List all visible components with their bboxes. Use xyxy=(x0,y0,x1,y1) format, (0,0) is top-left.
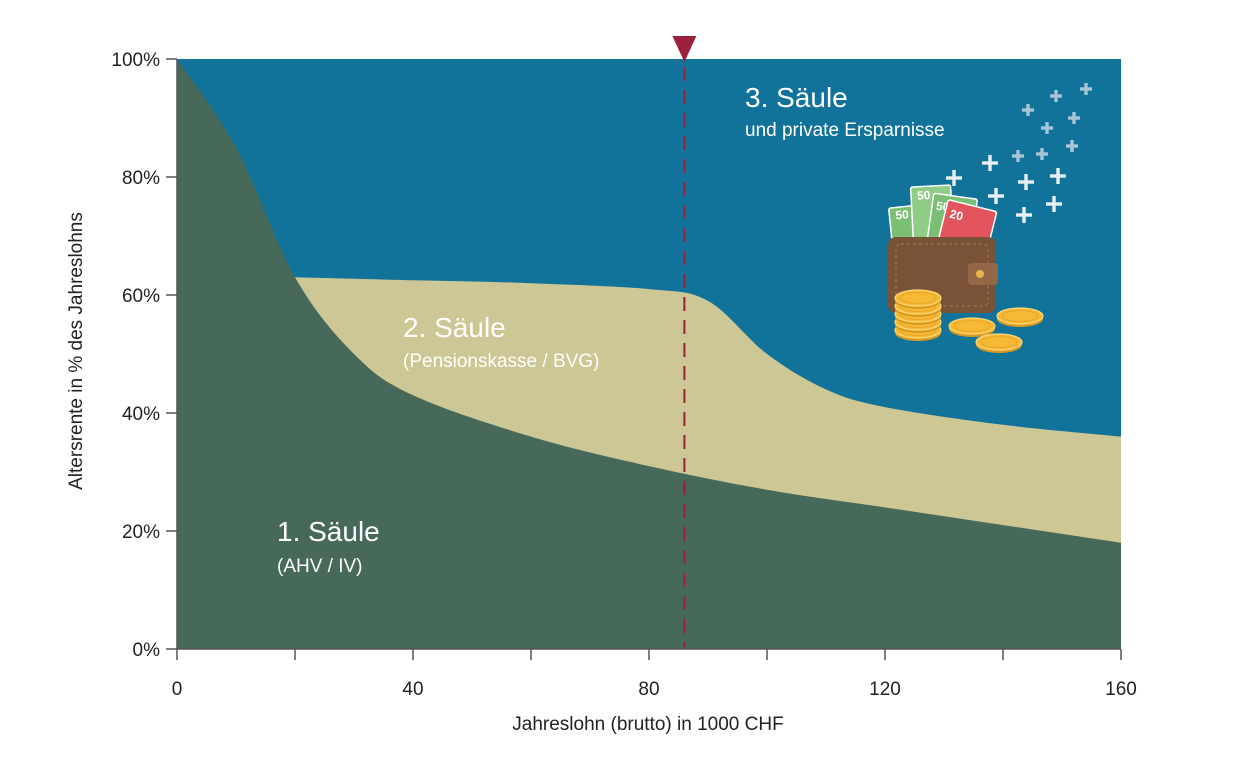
plus-icon xyxy=(1016,207,1032,223)
y-tick-label: 100% xyxy=(111,50,160,71)
plus-icon xyxy=(1036,148,1048,160)
plus-icon xyxy=(1018,174,1034,190)
plus-icon xyxy=(1050,168,1066,184)
plus-icon xyxy=(1046,196,1062,212)
plus-icon xyxy=(1041,122,1053,134)
chart-axes: 0 40 80 120 160 0% 20% 40% 60% 80% 100% Jahreslohn … xyxy=(66,50,1137,735)
coin-icon xyxy=(948,317,996,337)
area-saeule-1 xyxy=(177,59,1121,649)
area-title-saeule-3: 3. Säule xyxy=(745,82,848,113)
area-title-saeule-1: 1. Säule xyxy=(277,516,380,547)
banknote-value: 50 xyxy=(895,207,910,222)
area-title-saeule-2: 2. Säule xyxy=(403,312,506,343)
area-labels: 1. Säule (AHV / IV) 2. Säule (Pensionskasse… xyxy=(277,82,945,577)
y-tick-label: 60% xyxy=(122,286,160,307)
banknote-value: 20 xyxy=(948,207,965,224)
plus-icon xyxy=(982,155,998,171)
area-subtitle-saeule-3: und private Ersparnisse xyxy=(745,120,945,141)
coin-icon xyxy=(975,333,1023,353)
y-tick-label: 40% xyxy=(122,404,160,425)
area-subtitle-saeule-2: (Pensionskasse / BVG) xyxy=(403,351,599,372)
y-tick-label: 80% xyxy=(122,168,160,189)
x-tick-label: 120 xyxy=(869,679,901,700)
x-tick-label: 0 xyxy=(172,679,183,700)
area-subtitle-saeule-1: (AHV / IV) xyxy=(277,556,363,577)
plus-icon xyxy=(988,188,1004,204)
plus-icon xyxy=(1050,90,1062,102)
plus-icon xyxy=(1080,83,1092,95)
plus-icon xyxy=(1012,150,1024,162)
y-tick-label: 0% xyxy=(133,640,161,661)
banknote-value: 50 xyxy=(917,188,931,203)
coin-icon xyxy=(894,289,942,309)
y-tick-label: 20% xyxy=(122,522,160,543)
marker-triangle-icon xyxy=(672,36,697,62)
x-tick-label: 80 xyxy=(638,679,659,700)
coin-icon xyxy=(996,307,1044,327)
x-tick-label: 160 xyxy=(1105,679,1137,700)
x-tick-label: 40 xyxy=(402,679,423,700)
plus-icon xyxy=(1022,104,1034,116)
y-axis-title: Altersrente in % des Jahreslohns xyxy=(66,212,87,490)
reference-marker xyxy=(672,36,697,649)
plus-icon xyxy=(1068,112,1080,124)
chart-areas xyxy=(177,59,1121,649)
plus-icon xyxy=(1066,140,1078,152)
x-axis-title: Jahreslohn (brutto) in 1000 CHF xyxy=(512,714,783,735)
plus-icon xyxy=(946,170,962,186)
